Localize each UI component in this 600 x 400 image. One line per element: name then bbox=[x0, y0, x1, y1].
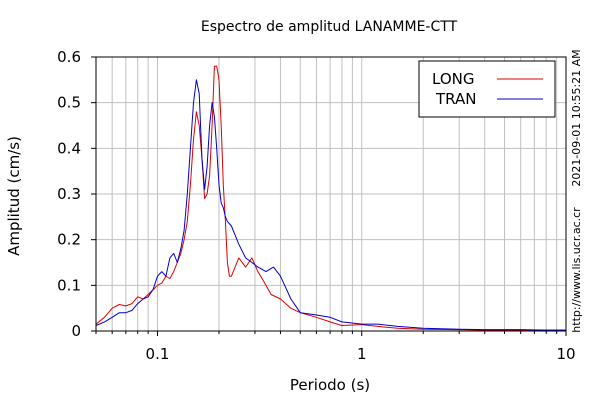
timestamp-label: 2021-09-01 10:55:21 AM bbox=[570, 49, 583, 186]
y-axis-label: Amplitud (cm/s) bbox=[5, 136, 23, 256]
series-line-long bbox=[95, 65, 566, 331]
legend-label-long: LONG bbox=[432, 70, 474, 88]
x-tick-labels: 0.1 1 10 bbox=[95, 331, 576, 363]
x-tick-label: 10 bbox=[556, 345, 575, 363]
y-tick-label: 0.4 bbox=[57, 139, 81, 157]
y-tick-label: 0 bbox=[71, 322, 81, 340]
legend-label-tran: TRAN bbox=[435, 90, 476, 108]
y-tick-labels: 0 0.1 0.2 0.3 0.4 0.5 0.6 bbox=[57, 48, 96, 340]
y-tick-label: 0.5 bbox=[57, 94, 81, 112]
chart-title: Espectro de amplitud LANAMME-CTT bbox=[201, 19, 458, 35]
legend-box bbox=[418, 60, 556, 118]
x-tick-label: 0.1 bbox=[146, 345, 170, 363]
source-url-label: http://www.lis.ucr.ac.cr bbox=[570, 207, 583, 333]
y-tick-label: 0.2 bbox=[57, 231, 81, 249]
series-lines bbox=[95, 65, 566, 331]
y-tick-label: 0.3 bbox=[57, 185, 81, 203]
y-tick-label: 0.6 bbox=[57, 48, 81, 66]
x-axis-label: Periodo (s) bbox=[290, 376, 370, 394]
legend: LONG TRAN bbox=[418, 60, 556, 118]
series-line-tran bbox=[95, 79, 566, 331]
y-tick-label: 0.1 bbox=[57, 276, 81, 294]
x-tick-label: 1 bbox=[357, 345, 367, 363]
